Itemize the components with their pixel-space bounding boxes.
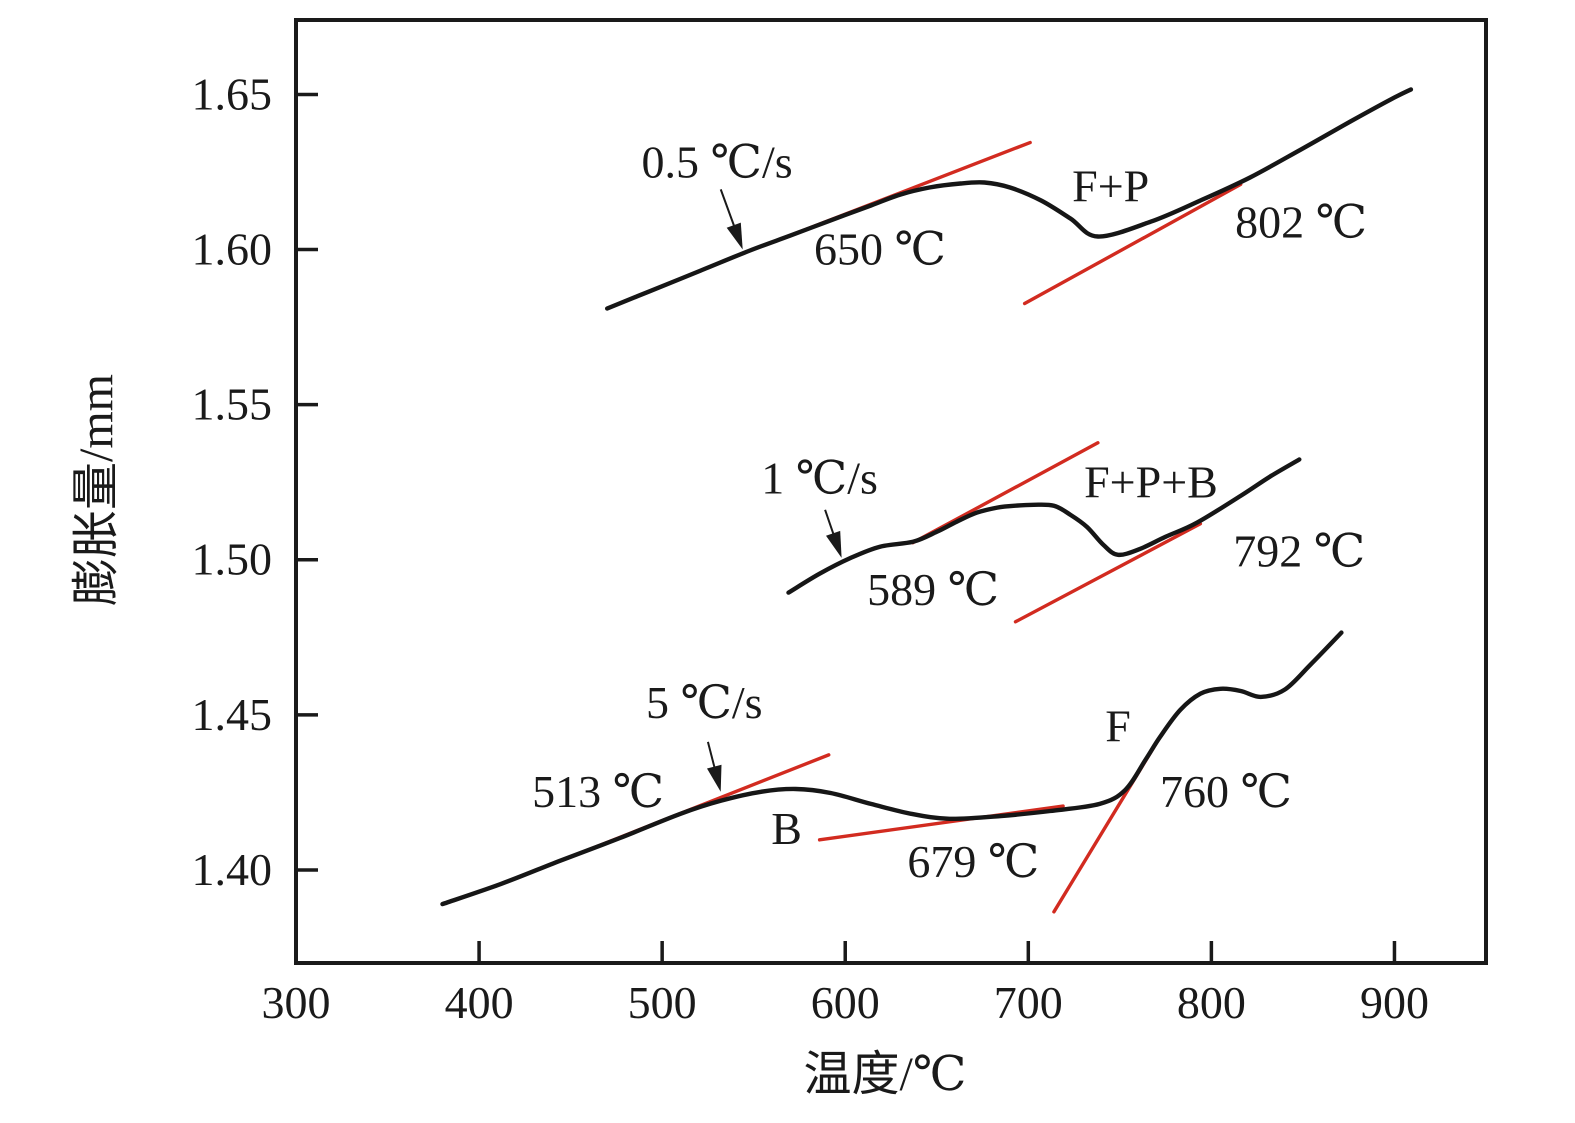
phase-label-f: F xyxy=(1105,701,1131,752)
arrow-rate-5-shaft xyxy=(706,741,717,771)
x-tick-label: 400 xyxy=(445,977,514,1028)
x-tick-label: 300 xyxy=(262,977,331,1028)
arrow-rate-0.5-shaft xyxy=(719,189,737,230)
temp-label-792: 792 ℃ xyxy=(1233,526,1365,577)
curve-5c-per-s xyxy=(440,630,1344,907)
temp-label-679: 679 ℃ xyxy=(907,836,1039,887)
y-axis-title: 膨胀量/mm xyxy=(70,374,123,606)
y-tick-label: 1.55 xyxy=(192,379,273,430)
x-tick-label: 600 xyxy=(811,977,880,1028)
phase-label-fpb: F+P+B xyxy=(1084,457,1218,508)
x-axis-title: 温度/℃ xyxy=(803,1048,966,1101)
x-tick-label: 500 xyxy=(628,977,697,1028)
temp-label-760: 760 ℃ xyxy=(1160,766,1292,817)
y-tick-label: 1.50 xyxy=(192,534,273,585)
x-tick-label: 800 xyxy=(1177,977,1246,1028)
y-tick-label: 1.40 xyxy=(192,844,273,895)
temp-label-513: 513 ℃ xyxy=(532,766,664,817)
temp-label-650: 650 ℃ xyxy=(814,224,946,275)
rate-label-1: 1 ℃/s xyxy=(761,453,878,504)
rate-label-0.5: 0.5 ℃/s xyxy=(642,136,793,187)
arrow-rate-1-head xyxy=(826,530,842,558)
phase-label-fp: F+P xyxy=(1072,161,1149,212)
temp-label-589: 589 ℃ xyxy=(867,564,999,615)
phase-label-b: B xyxy=(771,803,802,854)
tangent-802 xyxy=(1022,182,1243,306)
arrow-rate-5-head xyxy=(707,764,722,792)
x-tick-label: 900 xyxy=(1360,977,1429,1028)
rate-label-5: 5 ℃/s xyxy=(646,677,763,728)
y-tick-label: 1.65 xyxy=(192,68,273,119)
plot-border xyxy=(294,18,1488,965)
arrow-rate-1-shaft xyxy=(824,509,836,538)
tangent-679 xyxy=(817,804,1065,842)
x-tick-label: 700 xyxy=(994,977,1063,1028)
y-tick-label: 1.45 xyxy=(192,689,273,740)
arrow-rate-0.5-head xyxy=(726,222,743,250)
tangent-792 xyxy=(1013,522,1203,624)
temp-label-802: 802 ℃ xyxy=(1235,197,1367,248)
y-tick-label: 1.60 xyxy=(192,224,273,275)
curve-1c-per-s xyxy=(786,457,1302,595)
curve-0.5c-per-s xyxy=(605,87,1414,311)
